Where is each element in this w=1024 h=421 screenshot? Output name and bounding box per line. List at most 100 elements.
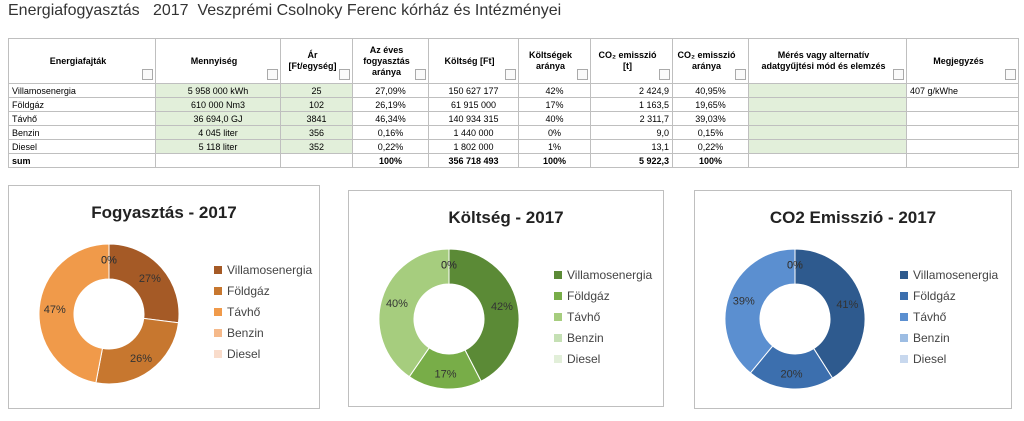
table-cell[interactable]: 610 000 Nm3 xyxy=(155,97,281,112)
legend-marker xyxy=(214,287,222,295)
table-cell[interactable]: 0,16% xyxy=(352,125,429,140)
table-cell[interactable]: 5 958 000 kWh xyxy=(155,83,281,98)
table-cell[interactable]: 0,22% xyxy=(672,139,749,154)
legend-marker xyxy=(900,355,908,363)
table-cell[interactable]: 36 694,0 GJ xyxy=(155,111,281,126)
column-header[interactable]: Költség [Ft] xyxy=(428,38,519,84)
table-cell[interactable]: 356 718 493 xyxy=(428,153,519,168)
table-cell[interactable] xyxy=(748,111,907,126)
table-cell[interactable]: 42% xyxy=(518,83,591,98)
table-cell[interactable]: 2 424,9 xyxy=(590,83,673,98)
data-label: 41% xyxy=(836,299,858,311)
table-cell[interactable] xyxy=(155,153,281,168)
table-cell[interactable] xyxy=(906,97,1019,112)
table-cell[interactable]: 1% xyxy=(518,139,591,154)
legend-marker xyxy=(900,271,908,279)
table-cell[interactable]: Diesel xyxy=(8,139,156,154)
table-cell[interactable] xyxy=(748,83,907,98)
table-cell[interactable]: 0% xyxy=(518,125,591,140)
table-cell[interactable]: 102 xyxy=(280,97,353,112)
table-cell[interactable]: 40% xyxy=(518,111,591,126)
table-cell[interactable] xyxy=(280,153,353,168)
legend-label: Földgáz xyxy=(227,284,270,298)
legend-label: Villamosenergia xyxy=(227,263,312,277)
table-row: Távhő 36 694,0 GJ 3841 46,34% 140 934 315 40%… xyxy=(8,111,1019,126)
column-header[interactable]: Mennyiség xyxy=(155,38,281,84)
table-cell[interactable] xyxy=(748,153,907,168)
donut-segment xyxy=(95,317,180,385)
column-header[interactable]: CO₂ emisszió [t] xyxy=(590,38,673,84)
legend-marker xyxy=(900,334,908,342)
chart: CO2 Emisszió - 201741%20%39%0%0%Villamos… xyxy=(694,190,1012,409)
data-label: 39% xyxy=(733,296,755,308)
chart-title: CO2 Emisszió - 2017 xyxy=(770,208,936,227)
data-table: Energiafajták Mennyiség Ár [Ft/egység] Az é… xyxy=(8,38,1019,168)
table-cell[interactable]: 25 xyxy=(280,83,353,98)
donut-segment xyxy=(38,243,110,384)
column-header[interactable]: Megjegyzés xyxy=(906,38,1019,84)
table-cell[interactable]: Földgáz xyxy=(8,97,156,112)
table-cell[interactable] xyxy=(748,97,907,112)
table-cell[interactable]: 4 045 liter xyxy=(155,125,281,140)
table-cell[interactable] xyxy=(748,125,907,140)
table-cell[interactable] xyxy=(748,139,907,154)
legend-marker xyxy=(214,350,222,358)
legend-marker xyxy=(214,308,222,316)
table-cell[interactable]: 1 163,5 xyxy=(590,97,673,112)
table-cell[interactable]: 5 922,3 xyxy=(590,153,673,168)
table-cell[interactable]: 0,15% xyxy=(672,125,749,140)
table-cell[interactable]: 13,1 xyxy=(590,139,673,154)
table-cell[interactable]: 39,03% xyxy=(672,111,749,126)
table-cell[interactable]: 3841 xyxy=(280,111,353,126)
table-cell[interactable]: 100% xyxy=(672,153,749,168)
table-cell[interactable]: 100% xyxy=(518,153,591,168)
table-row: sum 100% 356 718 493 100% 5 922,3 100% xyxy=(8,153,1019,168)
legend-label: Diesel xyxy=(227,347,260,361)
table-cell[interactable] xyxy=(906,153,1019,168)
column-header[interactable]: Mérés vagy alternatív adatgyűjtési mód é… xyxy=(748,38,907,84)
table-cell[interactable]: 150 627 177 xyxy=(428,83,519,98)
table-cell[interactable] xyxy=(906,139,1019,154)
table-cell[interactable]: 40,95% xyxy=(672,83,749,98)
table-cell[interactable]: Benzin xyxy=(8,125,156,140)
legend-label: Távhő xyxy=(913,310,947,324)
table-cell[interactable]: 46,34% xyxy=(352,111,429,126)
table-cell[interactable]: Villamosenergia xyxy=(8,83,156,98)
chart: Költség - 201742%17%40%0%0%Villamosenerg… xyxy=(348,190,664,407)
table-cell[interactable]: 61 915 000 xyxy=(428,97,519,112)
chart: Fogyasztás - 201727%26%47%0%0%Villamosen… xyxy=(8,185,320,409)
table-cell[interactable]: 17% xyxy=(518,97,591,112)
table-cell[interactable]: 100% xyxy=(352,153,429,168)
table-cell[interactable] xyxy=(906,125,1019,140)
table-cell[interactable]: 140 934 315 xyxy=(428,111,519,126)
column-header[interactable]: Az éves fogyasztás aránya xyxy=(352,38,429,84)
table-cell[interactable]: 1 440 000 xyxy=(428,125,519,140)
table-cell[interactable] xyxy=(906,111,1019,126)
table-cell[interactable]: 19,65% xyxy=(672,97,749,112)
column-header[interactable]: Ár [Ft/egység] xyxy=(280,38,353,84)
table-cell[interactable]: 1 802 000 xyxy=(428,139,519,154)
table-row: Földgáz 610 000 Nm3 102 26,19% 61 915 000 17%… xyxy=(8,97,1019,112)
data-label: 47% xyxy=(44,304,66,316)
data-label: 20% xyxy=(781,368,803,380)
table-cell[interactable]: sum xyxy=(8,153,156,168)
table-cell[interactable]: 0,22% xyxy=(352,139,429,154)
table-cell[interactable]: 2 311,7 xyxy=(590,111,673,126)
table-cell[interactable]: Távhő xyxy=(8,111,156,126)
column-header[interactable]: Energiafajták xyxy=(8,38,156,84)
table-cell[interactable]: 26,19% xyxy=(352,97,429,112)
table-cell[interactable]: 356 xyxy=(280,125,353,140)
data-label: 27% xyxy=(139,273,161,285)
column-header[interactable]: CO₂ emisszió aránya xyxy=(672,38,749,84)
data-label: 17% xyxy=(435,368,457,380)
legend-label: Benzin xyxy=(913,331,950,345)
column-header[interactable]: Költségek aránya xyxy=(518,38,591,84)
data-label: 42% xyxy=(491,301,513,313)
table-row: Diesel 5 118 liter 352 0,22% 1 802 000 1% 13,1… xyxy=(8,139,1019,154)
table-cell[interactable]: 9,0 xyxy=(590,125,673,140)
table-cell[interactable]: 27,09% xyxy=(352,83,429,98)
table-cell[interactable]: 352 xyxy=(280,139,353,154)
donut-segment xyxy=(794,248,866,379)
table-cell[interactable]: 407 g/kWhe xyxy=(906,83,1019,98)
table-cell[interactable]: 5 118 liter xyxy=(155,139,281,154)
